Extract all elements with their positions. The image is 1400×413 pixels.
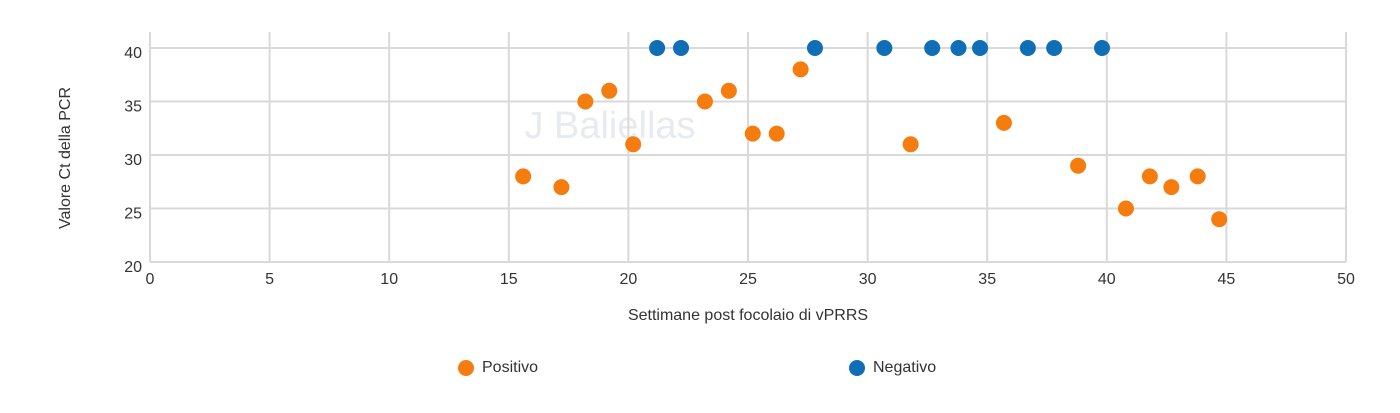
legend-label: Negativo bbox=[873, 359, 936, 376]
x-axis-label: Settimane post focolaio di vPRRS bbox=[628, 307, 868, 324]
point bbox=[553, 179, 570, 196]
x-tick-label: 15 bbox=[500, 271, 518, 288]
x-tick-label: 10 bbox=[380, 271, 398, 288]
x-tick-label: 30 bbox=[859, 271, 877, 288]
x-tick-label: 40 bbox=[1098, 271, 1116, 288]
x-tick-label: 35 bbox=[978, 271, 996, 288]
point bbox=[1046, 40, 1063, 56]
point bbox=[744, 125, 761, 142]
point bbox=[601, 82, 618, 99]
x-tick-label: 0 bbox=[146, 271, 155, 288]
point bbox=[625, 136, 642, 153]
y-tick-label: 35 bbox=[124, 99, 142, 116]
point bbox=[972, 40, 989, 56]
y-tick-label: 30 bbox=[124, 152, 142, 169]
x-tick-label: 20 bbox=[620, 271, 638, 288]
y-tick-label: 40 bbox=[124, 45, 142, 62]
point bbox=[768, 125, 785, 142]
point bbox=[924, 40, 941, 56]
y-axis-label: Valore Ct della PCR bbox=[57, 87, 74, 229]
point bbox=[1189, 168, 1206, 185]
legend-marker bbox=[849, 360, 865, 376]
point bbox=[515, 168, 532, 185]
point bbox=[876, 40, 893, 56]
point bbox=[1211, 211, 1228, 228]
point bbox=[806, 40, 823, 56]
x-tick-label: 25 bbox=[739, 271, 757, 288]
legend-label: Positivo bbox=[482, 359, 538, 376]
y-tick-label: 25 bbox=[124, 206, 142, 223]
legend-marker bbox=[458, 360, 474, 376]
point bbox=[649, 40, 666, 56]
point bbox=[1094, 40, 1111, 56]
point bbox=[720, 82, 737, 99]
x-tick-label: 45 bbox=[1218, 271, 1236, 288]
point bbox=[1163, 179, 1180, 196]
point bbox=[1070, 157, 1087, 174]
point bbox=[696, 93, 713, 110]
x-tick-label: 5 bbox=[265, 271, 274, 288]
point bbox=[1117, 200, 1134, 217]
point bbox=[1141, 168, 1158, 185]
point bbox=[902, 136, 919, 153]
x-tick-label: 50 bbox=[1337, 271, 1355, 288]
point bbox=[792, 61, 809, 78]
point bbox=[950, 40, 967, 56]
y-tick-label: 20 bbox=[124, 259, 142, 276]
point bbox=[995, 114, 1012, 131]
point bbox=[577, 93, 594, 110]
point bbox=[673, 40, 690, 56]
watermark: J Baliellas bbox=[524, 105, 695, 147]
point bbox=[1019, 40, 1036, 56]
